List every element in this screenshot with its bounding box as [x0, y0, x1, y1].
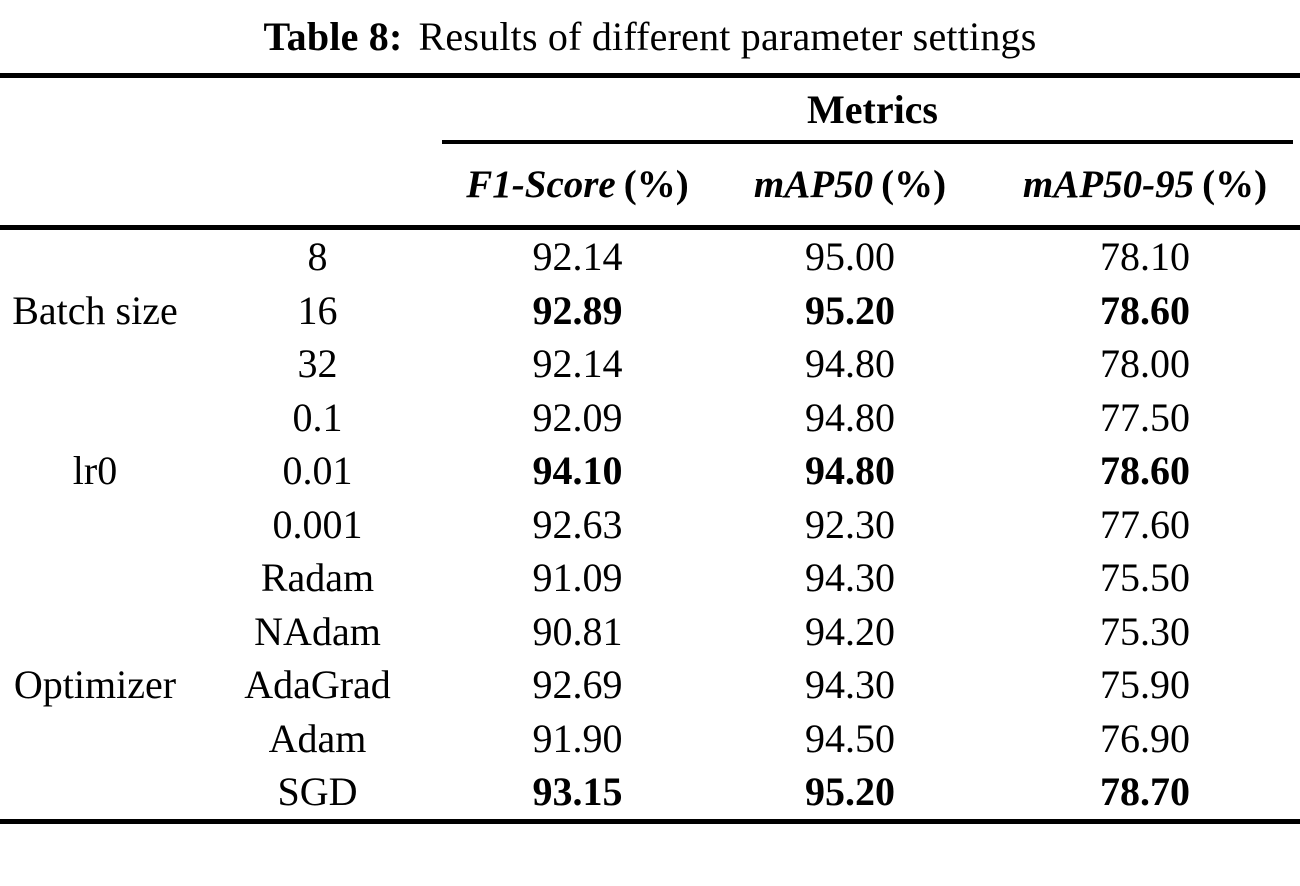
- cell-setting: 32: [297, 341, 338, 387]
- cell-f1-score: 90.81: [532, 608, 623, 654]
- cell-map50-95: 78.60: [1100, 448, 1190, 494]
- cell-f1-score: 94.10: [532, 448, 623, 494]
- cell-f1-score: 92.63: [532, 501, 623, 547]
- table-row: 0.1 92.09 94.80 77.50: [190, 391, 1300, 445]
- cell-map50-95: 75.30: [1100, 608, 1190, 654]
- cell-f1-score: 92.14: [532, 341, 623, 387]
- cell-setting: 0.001: [272, 501, 363, 547]
- table-header-spanner-row: Metrics: [0, 78, 1300, 140]
- table-row: Radam 91.09 94.30 75.50: [190, 551, 1300, 605]
- table-bottom-rule: [0, 818, 1300, 824]
- metrics-spanner-label: Metrics: [806, 86, 938, 132]
- cell-setting: SGD: [277, 769, 358, 815]
- cell-setting: Radam: [260, 555, 375, 601]
- cell-map50-95: 77.60: [1100, 501, 1190, 547]
- cell-map50-95: 78.00: [1100, 341, 1190, 387]
- table-caption: Table 8: Results of different parameter …: [0, 0, 1300, 73]
- table-caption-text: Results of different parameter settings: [418, 14, 1037, 59]
- cell-setting: 0.1: [292, 394, 343, 440]
- cell-map50-95: 78.10: [1100, 234, 1190, 280]
- cell-map50: 94.80: [805, 394, 895, 440]
- cell-map50: 94.30: [805, 555, 895, 601]
- column-header-map50-95: mAP50-95 (%): [1022, 163, 1268, 206]
- cell-map50: 94.20: [805, 608, 895, 654]
- row-group-label-lr0: lr0: [72, 448, 118, 494]
- cell-map50-95: 75.50: [1100, 555, 1190, 601]
- table-row: SGD 93.15 95.20 78.70: [190, 765, 1300, 819]
- cell-map50: 94.80: [805, 341, 895, 387]
- cell-setting: 0.01: [282, 448, 353, 494]
- cell-map50-95: 75.90: [1100, 662, 1190, 708]
- cell-setting: NAdam: [254, 608, 381, 654]
- cell-f1-score: 92.89: [532, 287, 623, 333]
- cell-map50: 94.50: [805, 715, 895, 761]
- cell-f1-score: 93.15: [532, 769, 623, 815]
- cell-f1-score: 92.09: [532, 394, 623, 440]
- cell-map50-95: 78.60: [1100, 287, 1190, 333]
- cell-map50-95: 78.70: [1100, 769, 1190, 815]
- cell-f1-score: 92.14: [532, 234, 623, 280]
- cell-setting: 8: [307, 234, 328, 280]
- table-row: 0.01 94.10 94.80 78.60: [190, 444, 1300, 498]
- table-row: NAdam 90.81 94.20 75.30: [190, 605, 1300, 659]
- metrics-partial-rule: [442, 140, 1293, 144]
- row-group-label-batch-size: Batch size: [12, 287, 178, 333]
- cell-setting: Adam: [268, 715, 367, 761]
- table-row: Adam 91.90 94.50 76.90: [190, 712, 1300, 766]
- cell-f1-score: 92.69: [532, 662, 623, 708]
- cell-map50: 94.80: [805, 448, 895, 494]
- table-row: 0.001 92.63 92.30 77.60: [190, 498, 1300, 552]
- table-row: AdaGrad 92.69 94.30 75.90: [190, 658, 1300, 712]
- table-row: 8 92.14 95.00 78.10: [190, 230, 1300, 284]
- cell-map50: 92.30: [805, 501, 895, 547]
- column-header-map50: mAP50 (%): [753, 163, 947, 206]
- cell-map50: 94.30: [805, 662, 895, 708]
- table-column-header-row: F1-Score (%) mAP50 (%) mAP50-95 (%): [0, 144, 1300, 225]
- cell-f1-score: 91.09: [532, 555, 623, 601]
- table-row: 16 92.89 95.20 78.60: [190, 284, 1300, 338]
- cell-map50: 95.00: [805, 234, 895, 280]
- cell-f1-score: 91.90: [532, 715, 623, 761]
- table-header-rule: [0, 225, 1300, 230]
- row-group-optimizer: Optimizer Radam 91.09 94.30 75.50 NAdam …: [0, 551, 1300, 819]
- cell-map50: 95.20: [805, 769, 895, 815]
- row-group-label-optimizer: Optimizer: [13, 662, 177, 708]
- column-header-f1-score: F1-Score (%): [466, 163, 689, 206]
- cell-setting: 16: [297, 287, 338, 333]
- cell-map50: 95.20: [805, 287, 895, 333]
- cell-map50-95: 76.90: [1100, 715, 1190, 761]
- table-row: 32 92.14 94.80 78.00: [190, 337, 1300, 391]
- table-body: Batch size 8 92.14 95.00 78.10 16 92.89 …: [0, 230, 1300, 819]
- row-group-lr0: lr0 0.1 92.09 94.80 77.50 0.01 94.10 94.…: [0, 391, 1300, 552]
- table-caption-label: Table 8:: [263, 14, 403, 59]
- cell-map50-95: 77.50: [1100, 394, 1190, 440]
- table-top-rule: [0, 73, 1300, 78]
- row-group-batch-size: Batch size 8 92.14 95.00 78.10 16 92.89 …: [0, 230, 1300, 391]
- cell-setting: AdaGrad: [244, 662, 391, 708]
